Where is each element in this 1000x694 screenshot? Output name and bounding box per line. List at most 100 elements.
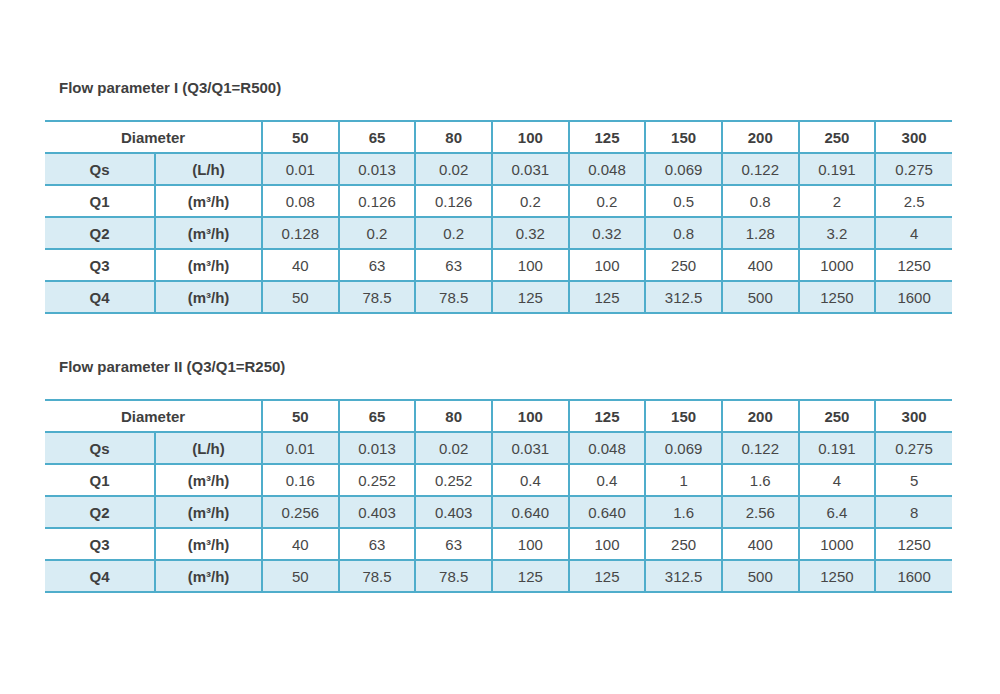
table-cell: 0.069 [645, 153, 722, 185]
table-cell: 0.2 [339, 217, 416, 249]
table-cell: 0.031 [492, 432, 569, 464]
table-cell: 250 [645, 528, 722, 560]
table-row-qs: Qs(L/h)0.010.0130.020.0310.0480.0690.122… [45, 153, 952, 185]
table-cell: 50 [262, 281, 339, 313]
table-row-q2: Q2(m³/h)0.2560.4030.4030.6400.6401.62.56… [45, 496, 952, 528]
column-header-80: 80 [415, 400, 492, 432]
table-cell: 125 [569, 560, 646, 592]
table-cell: 0.191 [799, 153, 876, 185]
table-cell: 50 [262, 560, 339, 592]
row-unit: (m³/h) [155, 496, 262, 528]
row-label: Q2 [45, 496, 155, 528]
table-cell: 1600 [875, 281, 952, 313]
table-cell: 40 [262, 528, 339, 560]
table-body: Qs(L/h)0.010.0130.020.0310.0480.0690.122… [45, 432, 952, 592]
table-cell: 0.32 [569, 217, 646, 249]
table-cell: 5 [875, 464, 952, 496]
table-cell: 63 [339, 249, 416, 281]
row-unit: (L/h) [155, 432, 262, 464]
header-row: Diameter506580100125150200250300 [45, 121, 952, 153]
column-header-250: 250 [799, 400, 876, 432]
table-cell: 0.013 [339, 432, 416, 464]
table-body: Qs(L/h)0.010.0130.020.0310.0480.0690.122… [45, 153, 952, 313]
header-row: Diameter506580100125150200250300 [45, 400, 952, 432]
table-cell: 0.069 [645, 432, 722, 464]
table-cell: 0.01 [262, 153, 339, 185]
table-row-q2: Q2(m³/h)0.1280.20.20.320.320.81.283.24 [45, 217, 952, 249]
row-label: Qs [45, 153, 155, 185]
table-cell: 125 [492, 560, 569, 592]
table-row-q4: Q4(m³/h)5078.578.5125125312.550012501600 [45, 560, 952, 592]
table-cell: 2.5 [875, 185, 952, 217]
table-cell: 500 [722, 560, 799, 592]
table-cell: 63 [415, 249, 492, 281]
table-cell: 78.5 [339, 560, 416, 592]
column-header-50: 50 [262, 121, 339, 153]
table-cell: 2 [799, 185, 876, 217]
table-header: Diameter506580100125150200250300 [45, 400, 952, 432]
table-cell: 100 [492, 249, 569, 281]
table-cell: 0.048 [569, 153, 646, 185]
table-cell: 0.32 [492, 217, 569, 249]
table-cell: 0.2 [569, 185, 646, 217]
table-cell: 4 [875, 217, 952, 249]
table-cell: 0.5 [645, 185, 722, 217]
table-cell: 3.2 [799, 217, 876, 249]
table-row-qs: Qs(L/h)0.010.0130.020.0310.0480.0690.122… [45, 432, 952, 464]
table-row-q4: Q4(m³/h)5078.578.5125125312.550012501600 [45, 281, 952, 313]
diameter-header: Diameter [45, 400, 262, 432]
table-cell: 0.275 [875, 432, 952, 464]
table-cell: 78.5 [415, 281, 492, 313]
table-cell: 0.252 [339, 464, 416, 496]
table-cell: 0.2 [415, 217, 492, 249]
table-cell: 312.5 [645, 560, 722, 592]
table-cell: 0.8 [722, 185, 799, 217]
row-unit: (m³/h) [155, 528, 262, 560]
table-cell: 0.122 [722, 153, 799, 185]
table-cell: 0.02 [415, 432, 492, 464]
table-title: Flow parameter I (Q3/Q1=R500) [59, 79, 952, 96]
table-cell: 0.01 [262, 432, 339, 464]
column-header-300: 300 [875, 121, 952, 153]
table-cell: 100 [492, 528, 569, 560]
row-unit: (L/h) [155, 153, 262, 185]
column-header-150: 150 [645, 400, 722, 432]
column-header-300: 300 [875, 400, 952, 432]
table-cell: 0.275 [875, 153, 952, 185]
table-title: Flow parameter II (Q3/Q1=R250) [59, 358, 952, 375]
table-cell: 0.4 [569, 464, 646, 496]
table-cell: 8 [875, 496, 952, 528]
table-cell: 500 [722, 281, 799, 313]
table-cell: 0.640 [492, 496, 569, 528]
table-cell: 125 [492, 281, 569, 313]
table-cell: 0.640 [569, 496, 646, 528]
table-cell: 0.02 [415, 153, 492, 185]
column-header-200: 200 [722, 121, 799, 153]
row-unit: (m³/h) [155, 464, 262, 496]
table-cell: 312.5 [645, 281, 722, 313]
table-cell: 0.191 [799, 432, 876, 464]
table-cell: 63 [415, 528, 492, 560]
row-unit: (m³/h) [155, 560, 262, 592]
row-label: Q2 [45, 217, 155, 249]
table-cell: 250 [645, 249, 722, 281]
table-cell: 1250 [875, 528, 952, 560]
table-cell: 1000 [799, 249, 876, 281]
table-cell: 4 [799, 464, 876, 496]
table-cell: 1600 [875, 560, 952, 592]
row-label: Q1 [45, 464, 155, 496]
table-cell: 0.403 [415, 496, 492, 528]
row-unit: (m³/h) [155, 281, 262, 313]
table-cell: 0.2 [492, 185, 569, 217]
table-cell: 1.6 [722, 464, 799, 496]
table-cell: 0.252 [415, 464, 492, 496]
row-label: Q4 [45, 281, 155, 313]
table-row-q3: Q3(m³/h)40636310010025040010001250 [45, 249, 952, 281]
table-cell: 0.16 [262, 464, 339, 496]
table-cell: 0.128 [262, 217, 339, 249]
flow-parameter-table-2: Diameter506580100125150200250300 Qs(L/h)… [45, 399, 952, 593]
row-unit: (m³/h) [155, 249, 262, 281]
column-header-125: 125 [569, 121, 646, 153]
table-cell: 400 [722, 249, 799, 281]
column-header-80: 80 [415, 121, 492, 153]
